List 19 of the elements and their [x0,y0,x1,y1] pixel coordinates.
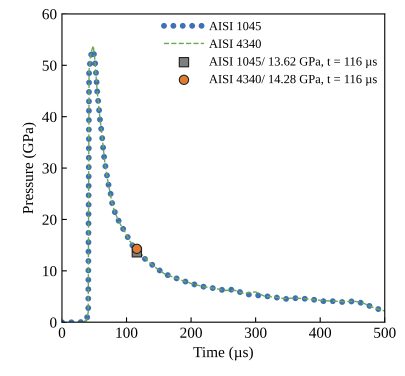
x-tick-label: 400 [309,328,332,338]
x-tick-label: 0 [58,328,66,338]
legend-label: AISI 1045/ 13.62 GPa, t = 116 µs [209,57,377,68]
y-axis-title: Pressure (GPa) [22,122,36,214]
x-tick-label: 300 [244,328,267,338]
legend-label: AISI 4340/ 14.28 GPa, t = 116 µs [209,74,377,86]
y-tick-label: 0 [50,317,57,328]
x-tick-label: 500 [374,328,396,338]
x-tick-label: 200 [180,328,202,338]
y-tick-label: 10 [43,266,57,276]
y-tick-label: 30 [42,163,57,174]
y-tick-label: 50 [42,60,57,71]
y-tick-label: 20 [42,214,57,225]
legend-label: AISI 4340 [209,40,261,48]
x-tick-label: 100 [116,328,138,338]
legend-label: AISI 1045 [209,22,261,30]
x-axis-title: Time (µs) [193,346,253,360]
y-tick-label: 40 [42,112,57,122]
y-tick-label: 60 [42,9,57,20]
